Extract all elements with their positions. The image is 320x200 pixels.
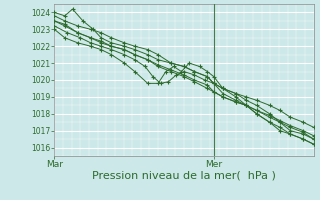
X-axis label: Pression niveau de la mer(  hPa ): Pression niveau de la mer( hPa ) <box>92 171 276 181</box>
